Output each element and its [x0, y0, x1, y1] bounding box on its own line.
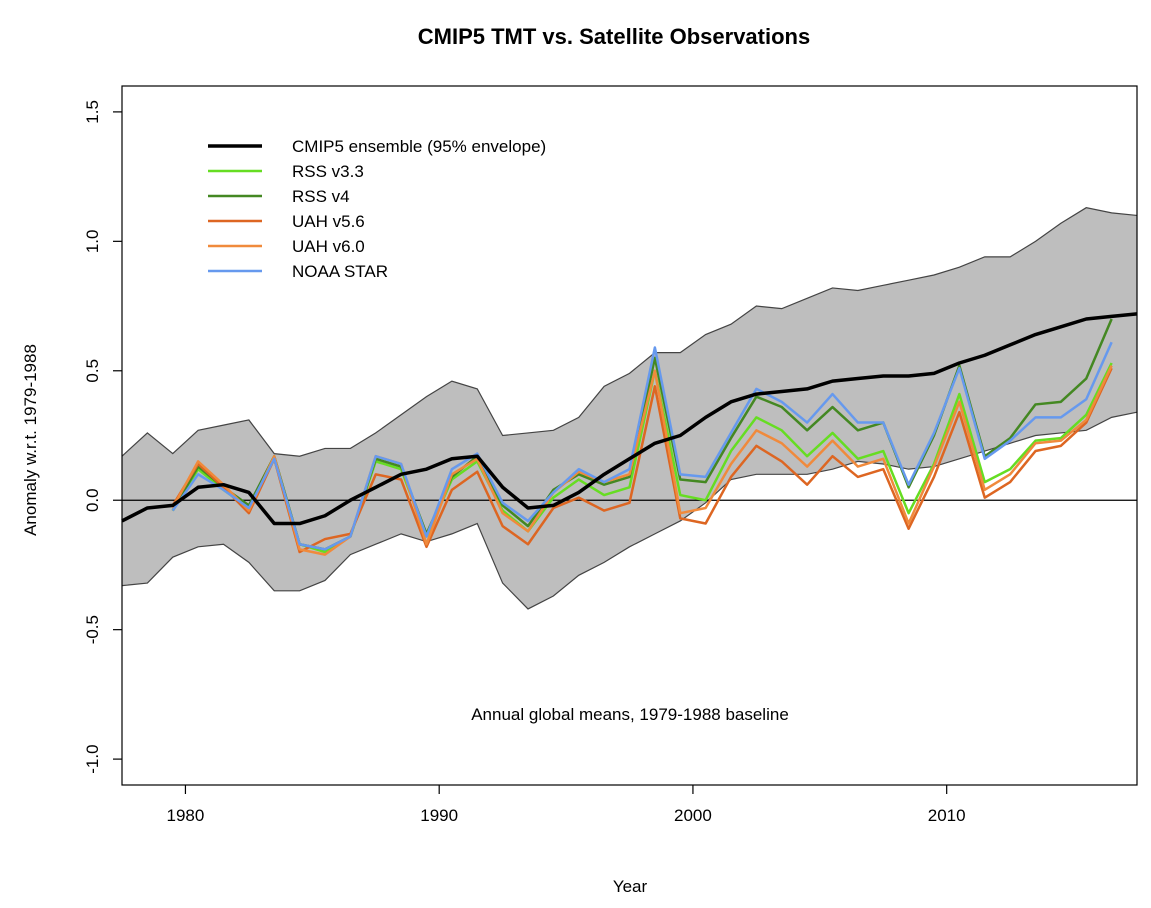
- x-tick-label: 2010: [928, 806, 966, 825]
- plot-frame: [121, 85, 1138, 786]
- series-line-cmip5-ensemble-95-envelope: [121, 312, 1138, 526]
- chart-annotation: Annual global means, 1979-1988 baseline: [471, 705, 789, 724]
- x-axis-label: Year: [613, 877, 648, 896]
- legend-label: RSS v3.3: [292, 162, 364, 181]
- legend-label: RSS v4: [292, 187, 350, 206]
- legend-label: NOAA STAR: [292, 262, 388, 281]
- x-tick-label: 1990: [420, 806, 458, 825]
- y-axis-label: Anomaly w.r.t. 1979-1988: [21, 344, 40, 536]
- y-tick-label: 1.5: [83, 100, 102, 124]
- series-line-uah-v6-0: [171, 365, 1113, 556]
- y-tick-label: 0.0: [83, 488, 102, 512]
- y-tick-label: -0.5: [83, 615, 102, 644]
- series-line-rss-v3-3: [171, 362, 1113, 554]
- legend-label: UAH v6.0: [292, 237, 365, 256]
- y-tick-label: 1.0: [83, 230, 102, 254]
- envelope-fill: [122, 207, 1137, 609]
- y-tick-label: -1.0: [83, 744, 102, 773]
- x-tick-label: 2000: [674, 806, 712, 825]
- envelope-lower-edge: [121, 411, 1138, 610]
- plot-area: 1980 1990 2000 2010 -1.0 -0.5 0.0 0.5 1.0 1.5 CMIP…: [83, 85, 1138, 825]
- legend-label: CMIP5 ensemble (95% envelope): [292, 137, 546, 156]
- series-line-uah-v5-6: [171, 367, 1113, 554]
- chart-title: CMIP5 TMT vs. Satellite Observations: [418, 24, 810, 49]
- y-tick-label: 0.5: [83, 359, 102, 383]
- envelope-upper-edge: [121, 207, 1138, 457]
- x-tick-label: 1980: [167, 806, 205, 825]
- series-line-noaa-star: [171, 341, 1113, 551]
- legend-label: UAH v5.6: [292, 212, 365, 231]
